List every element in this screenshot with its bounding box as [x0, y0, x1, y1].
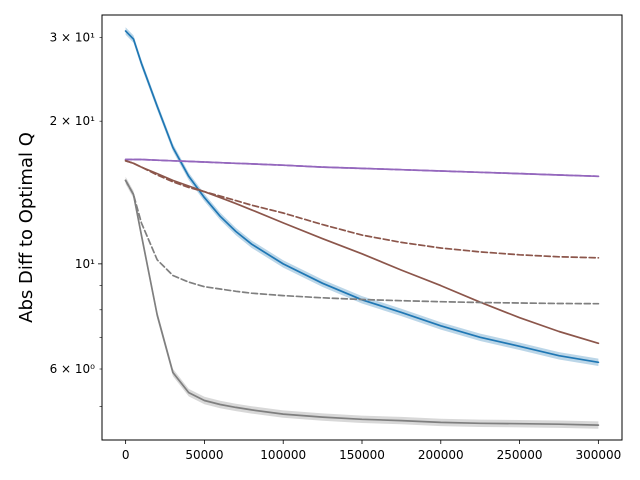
- x-tick-label: 200000: [418, 448, 464, 462]
- y-tick-label: 2 × 10¹: [50, 114, 96, 128]
- series-layer: [124, 30, 600, 426]
- x-tick-label: 150000: [339, 448, 385, 462]
- y-axis-title: Abs Diff to Optimal Q: [16, 132, 37, 323]
- x-tick-label: 250000: [497, 448, 543, 462]
- series-5-line: [124, 179, 600, 426]
- x-axis: 0 50000 100000 150000 200000 250000 300000: [122, 440, 621, 462]
- y-tick-label: 10¹: [75, 257, 95, 271]
- series-2-line: [124, 158, 600, 178]
- series-6-line: [124, 179, 600, 305]
- series-4-line: [124, 159, 600, 259]
- plot-frame: [101, 14, 623, 441]
- y-axis: 10¹ 6 × 10⁰ 2 × 10¹ 3 × 10¹: [50, 31, 102, 407]
- y-tick-label: 6 × 10⁰: [50, 362, 96, 376]
- band-layer: [125, 27, 599, 429]
- x-tick-label: 300000: [575, 448, 621, 462]
- x-tick-label: 100000: [260, 448, 306, 462]
- series-0-band: [125, 27, 599, 367]
- x-tick-label: 50000: [185, 448, 223, 462]
- x-tick-label: 0: [122, 448, 130, 462]
- y-tick-label: 3 × 10¹: [50, 31, 96, 45]
- series-0-line: [124, 30, 600, 364]
- series-3-line: [124, 159, 600, 345]
